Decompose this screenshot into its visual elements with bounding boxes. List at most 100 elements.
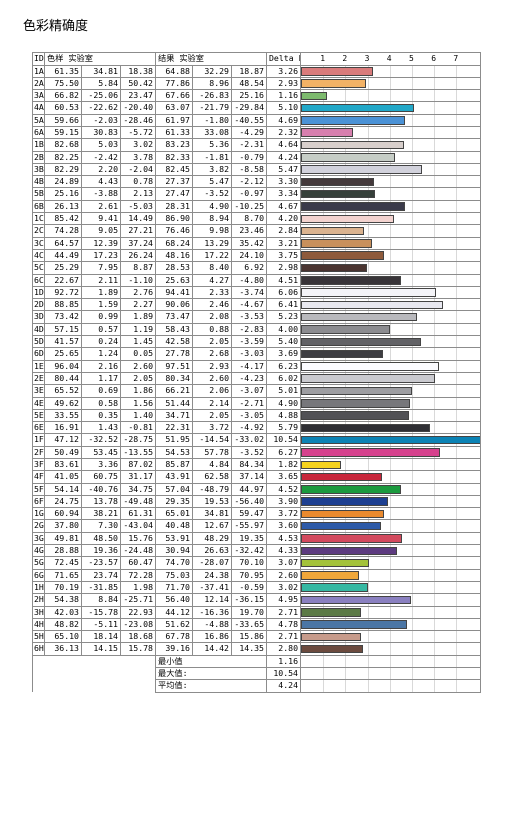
- delta-e-value: 6.06: [266, 285, 301, 300]
- delta-e-value: 2.93: [266, 76, 301, 91]
- patch-id: 5F: [32, 482, 45, 496]
- reference-lab-b: -5.72: [120, 125, 156, 140]
- delta-e-value: 3.02: [266, 580, 301, 595]
- reference-lab-b: 1.40: [120, 408, 156, 423]
- result-lab-l: 54.53: [155, 445, 193, 460]
- grid-line: [456, 410, 458, 421]
- result-lab-l: 76.46: [155, 224, 193, 238]
- delta-e-bar: [301, 472, 383, 482]
- grid-line: [456, 176, 458, 187]
- patch-id: 4E: [32, 396, 45, 410]
- grid-line: [434, 348, 436, 360]
- reference-lab-b: 34.75: [120, 482, 156, 496]
- delta-e-value: 6.02: [266, 371, 301, 386]
- grid-line: [434, 152, 436, 163]
- delta-e-bar: [301, 448, 441, 457]
- result-lab-a: 2.08: [192, 310, 232, 324]
- delta-e-bar-cell: [300, 445, 481, 460]
- result-lab-l: 90.06: [155, 298, 193, 312]
- grid-line: [412, 139, 413, 151]
- header-lab-ref: 实验室: [68, 53, 93, 64]
- grid-line: [456, 447, 458, 458]
- result-lab-a: 2.68: [192, 347, 232, 361]
- delta-e-bar-cell: [300, 187, 481, 201]
- reference-lab-b: 2.76: [120, 285, 156, 300]
- patch-id: 5H: [32, 630, 45, 644]
- table-row: 5A 59.66 -2.03 -28.46 61.97 -1.80 -40.55 4.69: [32, 113, 481, 127]
- reference-lab-b: -43.04: [120, 519, 156, 533]
- result-lab-b: -4.67: [231, 298, 267, 312]
- grid-line: [456, 78, 458, 89]
- grid-line: [412, 115, 413, 126]
- delta-e-bar: [301, 644, 364, 654]
- reference-lab-a: 0.58: [81, 396, 121, 410]
- table-row: 5C 25.29 7.95 8.87 28.53 8.40 6.92 2.98: [32, 261, 481, 275]
- reference-lab-l: 26.13: [44, 199, 82, 214]
- grid-line: [323, 680, 325, 692]
- delta-e-bar-cell: [300, 285, 481, 300]
- result-lab-a: -3.52: [192, 187, 232, 201]
- delta-e-value: 4.20: [266, 212, 301, 226]
- result-lab-b: -4.23: [231, 371, 267, 386]
- patch-id: 2D: [32, 298, 45, 312]
- delta-e-value: 2.84: [266, 224, 301, 238]
- delta-e-bar-cell: [300, 531, 481, 546]
- grid-line: [434, 680, 436, 692]
- reference-lab-b: 18.38: [120, 64, 156, 78]
- table-row: 2F 50.49 53.45 -13.55 54.53 57.78 -3.52 6.27: [32, 445, 481, 460]
- patch-id: 1D: [32, 285, 45, 300]
- result-lab-l: 27.78: [155, 347, 193, 361]
- grid-line: [434, 164, 436, 175]
- grid-line: [434, 213, 436, 224]
- reference-lab-l: 64.57: [44, 236, 82, 250]
- patch-id: 2F: [32, 445, 45, 460]
- result-lab-l: 48.16: [155, 248, 193, 263]
- grid-line: [367, 570, 369, 581]
- grid-line: [456, 533, 458, 544]
- tick-label-2: 2: [342, 54, 348, 63]
- table-row: 5E 33.55 0.35 1.40 34.71 2.05 -3.05 4.88: [32, 408, 481, 423]
- reference-lab-a: 8.84: [81, 593, 121, 607]
- grid-line: [345, 680, 347, 692]
- patch-id: 4F: [32, 470, 45, 484]
- result-lab-a: 2.05: [192, 335, 232, 349]
- delta-e-bar: [301, 558, 370, 568]
- result-lab-l: 61.97: [155, 113, 193, 127]
- delta-e-value: 5.47: [266, 162, 301, 177]
- delta-e-bar: [301, 571, 359, 580]
- grid-line: [389, 176, 391, 187]
- reference-lab-l: 24.75: [44, 494, 82, 509]
- delta-e-bar-cell: [300, 236, 481, 250]
- delta-e-value: 3.60: [266, 519, 301, 533]
- result-lab-b: 44.97: [231, 482, 267, 496]
- result-lab-b: 84.34: [231, 457, 267, 472]
- grid-line: [456, 324, 458, 335]
- grid-line: [456, 127, 458, 138]
- delta-e-value: 6.27: [266, 445, 301, 460]
- table-row: 4E 49.62 0.58 1.56 51.44 2.14 -2.71 4.90: [32, 396, 481, 410]
- grid-line: [434, 582, 436, 593]
- result-lab-b: -4.17: [231, 359, 267, 373]
- reference-lab-a: 23.74: [81, 568, 121, 582]
- delta-e-value: 2.60: [266, 568, 301, 582]
- grid-line: [412, 582, 413, 593]
- grid-line: [456, 373, 458, 384]
- patch-id: 4D: [32, 322, 45, 337]
- result-lab-b: 70.95: [231, 568, 267, 582]
- result-lab-b: -3.74: [231, 285, 267, 300]
- result-lab-a: 2.60: [192, 371, 232, 386]
- reference-lab-a: 1.24: [81, 347, 121, 361]
- delta-e-bar: [301, 620, 408, 629]
- grid-line: [367, 78, 369, 89]
- delta-e-bar-cell: [300, 273, 481, 287]
- grid-line: [412, 496, 413, 507]
- result-lab-b: -4.29: [231, 125, 267, 140]
- header-scale: 1 2 3 4 5 6 7: [300, 52, 481, 66]
- patch-id: 3E: [32, 384, 45, 398]
- patch-id: 2G: [32, 519, 45, 533]
- grid-line: [412, 152, 413, 163]
- reference-lab-l: 49.62: [44, 396, 82, 410]
- header-result-label: 结果: [158, 53, 175, 64]
- grid-line: [434, 459, 436, 470]
- delta-e-bar: [301, 251, 385, 260]
